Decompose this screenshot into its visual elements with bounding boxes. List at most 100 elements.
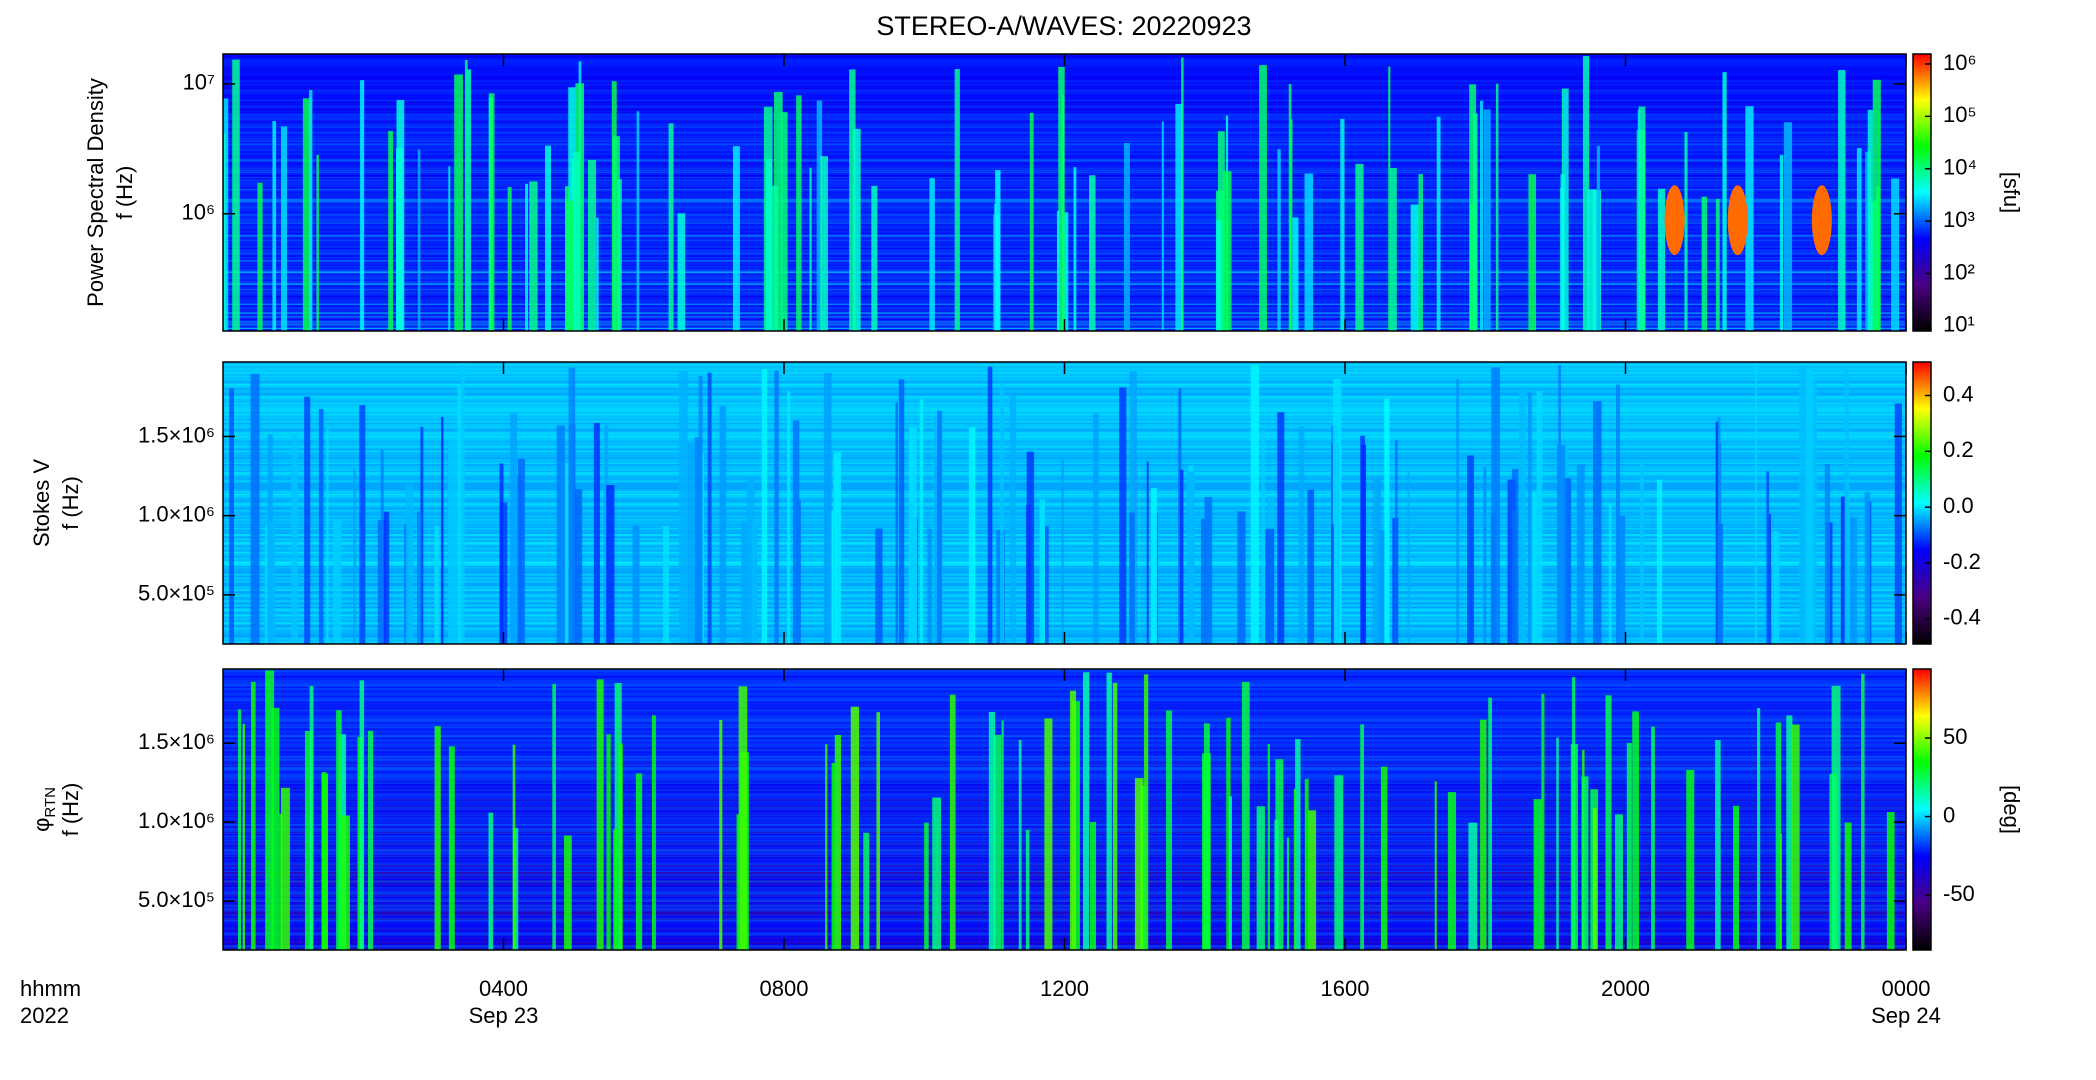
spectrogram-texture bbox=[1556, 445, 1566, 644]
spectrogram-texture bbox=[223, 887, 1906, 889]
spectrogram-texture bbox=[568, 367, 576, 644]
spectrogram-texture bbox=[1861, 673, 1865, 950]
spectrogram-texture bbox=[223, 533, 1906, 535]
spectrogram-texture bbox=[1216, 219, 1222, 331]
spectrogram-texture bbox=[223, 556, 1906, 558]
spectrogram-texture bbox=[736, 814, 740, 950]
spectrogram-texture bbox=[281, 787, 290, 950]
spectrogram-texture bbox=[223, 397, 1906, 400]
spectrogram-texture bbox=[367, 730, 374, 950]
spectrogram-texture bbox=[223, 440, 1906, 442]
spectrogram-texture bbox=[223, 628, 1906, 631]
spectrogram-texture bbox=[1519, 389, 1526, 644]
spectrogram-texture bbox=[1615, 814, 1623, 950]
spectrogram-texture bbox=[264, 524, 271, 644]
spectrogram-texture bbox=[223, 554, 1906, 557]
spectrogram-texture bbox=[1009, 395, 1017, 644]
spectrogram-texture bbox=[1018, 739, 1022, 950]
spectrogram-texture bbox=[871, 185, 878, 331]
spectrogram-texture bbox=[223, 388, 1906, 391]
spectrogram-texture bbox=[223, 812, 1906, 815]
spectrogram-texture bbox=[223, 500, 1906, 503]
spectrogram-texture bbox=[223, 703, 1906, 705]
spectrogram-texture bbox=[454, 74, 463, 331]
spectrogram-texture bbox=[223, 866, 1906, 868]
spectrogram-texture bbox=[223, 497, 1906, 500]
spectrogram-texture bbox=[1069, 690, 1077, 950]
spectrogram-texture bbox=[223, 874, 1906, 876]
spectrogram-texture bbox=[223, 551, 1906, 554]
spectrogram-texture bbox=[613, 829, 617, 950]
spectrogram-texture bbox=[1766, 471, 1770, 644]
spectrogram-texture bbox=[875, 528, 883, 644]
spectrogram-texture bbox=[1849, 517, 1858, 644]
spectrogram-texture bbox=[1886, 812, 1895, 950]
spectrogram-texture bbox=[223, 850, 1906, 852]
spectrogram-texture bbox=[223, 407, 1906, 409]
spectrogram-texture bbox=[223, 877, 1906, 879]
spectrogram-texture bbox=[223, 453, 1906, 456]
spectrogram-texture bbox=[223, 481, 1906, 484]
spectrogram-texture bbox=[223, 862, 1906, 865]
spectrogram-texture bbox=[1218, 131, 1225, 331]
spectrogram-texture bbox=[223, 499, 1906, 501]
spectrogram-texture bbox=[1727, 185, 1748, 256]
spectrogram-texture bbox=[678, 371, 688, 644]
spectrogram-texture bbox=[223, 582, 1906, 584]
spectrogram-texture bbox=[223, 758, 1906, 761]
spectrogram-texture bbox=[1179, 469, 1184, 644]
y-tick-label: 5.0×10⁵ bbox=[138, 887, 215, 912]
spectrogram-texture bbox=[1298, 426, 1305, 644]
spectrogram-texture bbox=[1716, 198, 1720, 331]
spectrogram-texture bbox=[223, 423, 1906, 425]
y-axis-label-sub: RTN bbox=[42, 787, 59, 818]
spectrogram-texture bbox=[223, 428, 1906, 431]
spectrogram-texture bbox=[1775, 722, 1782, 950]
spectrogram-texture bbox=[1786, 715, 1793, 950]
spectrogram-texture bbox=[1639, 462, 1644, 644]
spectrogram-texture bbox=[405, 484, 414, 644]
spectrogram-texture bbox=[1657, 188, 1666, 331]
spectrogram-texture bbox=[223, 443, 1906, 446]
colorbar-tick-label: -50 bbox=[1943, 881, 1975, 906]
spectrogram-texture bbox=[774, 92, 783, 331]
spectrogram-texture bbox=[1228, 796, 1233, 950]
spectrogram-texture bbox=[223, 795, 1906, 797]
spectrogram-texture bbox=[1277, 149, 1281, 331]
spectrogram-texture bbox=[223, 622, 1906, 624]
spectrogram-texture bbox=[223, 505, 1906, 507]
spectrogram-texture bbox=[223, 618, 1906, 621]
spectrogram-texture bbox=[383, 511, 390, 644]
spectrogram-texture bbox=[223, 477, 1906, 480]
spectrogram-texture bbox=[823, 373, 832, 644]
spectrogram-texture bbox=[1226, 717, 1231, 950]
spectrogram-texture bbox=[223, 560, 1906, 562]
spectrogram-texture bbox=[1480, 719, 1487, 950]
spectrogram-texture bbox=[223, 727, 1906, 730]
spectrogram-image bbox=[223, 362, 1906, 644]
spectrogram-texture bbox=[677, 213, 686, 331]
spectrogram-texture bbox=[223, 704, 1906, 706]
spectrogram-texture bbox=[919, 399, 924, 644]
spectrogram-texture bbox=[223, 683, 1906, 685]
spectrogram-texture bbox=[223, 465, 1906, 467]
spectrogram-texture bbox=[223, 568, 1906, 570]
spectrogram-texture bbox=[1265, 528, 1275, 644]
spectrogram-texture bbox=[223, 916, 1906, 919]
spectrogram-texture bbox=[223, 588, 1906, 591]
spectrogram-texture bbox=[223, 713, 1906, 715]
spectrogram-texture bbox=[937, 410, 942, 644]
spectrogram-texture bbox=[279, 813, 283, 950]
spectrogram-texture bbox=[1134, 778, 1144, 950]
spectrogram-texture bbox=[223, 857, 1906, 860]
spectrogram-texture bbox=[223, 768, 1906, 770]
spectrogram-texture bbox=[223, 725, 1906, 727]
spectrogram-texture bbox=[223, 889, 1906, 892]
spectrogram-texture bbox=[223, 935, 1906, 938]
spectrogram-texture bbox=[223, 594, 1906, 596]
spectrogram-texture bbox=[1175, 103, 1184, 331]
spectrogram-texture bbox=[1407, 471, 1410, 644]
spectrogram-texture bbox=[223, 732, 1906, 735]
spectrogram-texture bbox=[1856, 148, 1862, 331]
spectrogram-texture bbox=[223, 493, 1906, 496]
